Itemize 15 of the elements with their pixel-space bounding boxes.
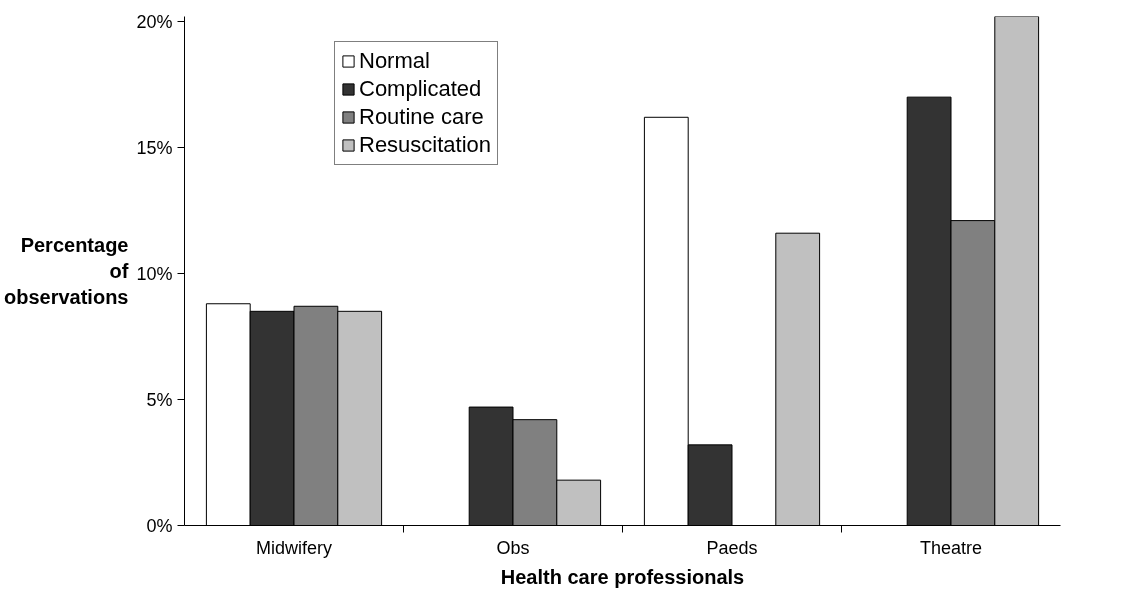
- y-tick-label: 20%: [136, 11, 173, 32]
- x-tick-label: Paeds: [706, 537, 758, 558]
- x-tick-label: Obs: [496, 537, 530, 558]
- y-tick-label: 0%: [146, 515, 173, 536]
- y-tick-label: 5%: [146, 389, 173, 410]
- legend-label: Complicated: [359, 76, 482, 102]
- legend-label: Normal: [359, 48, 430, 74]
- y-tick-label: 10%: [136, 263, 173, 284]
- legend-label: Resuscitation: [359, 132, 492, 158]
- legend-label: Routine care: [359, 104, 484, 130]
- x-tick-label: Theatre: [919, 537, 983, 558]
- y-axis-title: Percentage of observations: [3, 233, 129, 309]
- x-axis-title: Health care professionals: [500, 565, 745, 588]
- x-tick-label: Midwifery: [256, 537, 333, 558]
- y-tick-label: 15%: [136, 137, 173, 158]
